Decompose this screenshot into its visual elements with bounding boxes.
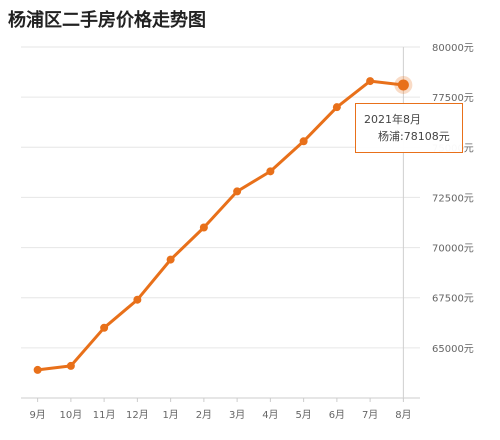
y-tick-label: 70000元 bbox=[432, 244, 474, 255]
x-tick-label: 7月 bbox=[362, 409, 378, 421]
x-tick-label: 4月 bbox=[262, 409, 278, 421]
chart-title: 杨浦区二手房价格走势图 bbox=[8, 10, 206, 31]
data-point bbox=[66, 361, 75, 370]
x-tick-label: 8月 bbox=[395, 409, 411, 421]
x-tick-label: 9月 bbox=[29, 409, 45, 421]
tooltip-date: 2021年8月 bbox=[364, 113, 421, 126]
data-point bbox=[366, 77, 375, 86]
data-point bbox=[332, 103, 341, 112]
data-point-highlighted bbox=[397, 79, 409, 91]
x-tick-label: 2月 bbox=[196, 409, 212, 421]
x-tick-label: 5月 bbox=[295, 409, 311, 421]
x-tick-label: 11月 bbox=[93, 409, 116, 421]
x-tick-label: 10月 bbox=[60, 409, 83, 421]
tooltip: 2021年8月 杨浦:78108元 bbox=[355, 103, 463, 153]
data-point bbox=[299, 137, 308, 146]
y-tick-label: 67500元 bbox=[432, 294, 474, 305]
y-tick-label: 80000元 bbox=[432, 43, 474, 54]
y-tick-label: 65000元 bbox=[432, 344, 474, 355]
y-tick-label: 77500元 bbox=[432, 93, 474, 104]
data-point bbox=[133, 295, 142, 304]
data-point bbox=[199, 223, 208, 232]
tooltip-value: 杨浦:78108元 bbox=[378, 130, 450, 143]
x-tick-label: 3月 bbox=[229, 409, 245, 421]
data-point bbox=[266, 167, 275, 176]
data-point bbox=[233, 187, 242, 196]
data-point bbox=[100, 323, 109, 332]
x-tick-label: 6月 bbox=[329, 409, 345, 421]
y-tick-label: 72500元 bbox=[432, 193, 474, 204]
data-point bbox=[33, 365, 42, 374]
x-tick-label: 12月 bbox=[126, 409, 149, 421]
series-line bbox=[37, 79, 404, 372]
data-point bbox=[166, 255, 175, 264]
x-tick-label: 1月 bbox=[162, 409, 178, 421]
